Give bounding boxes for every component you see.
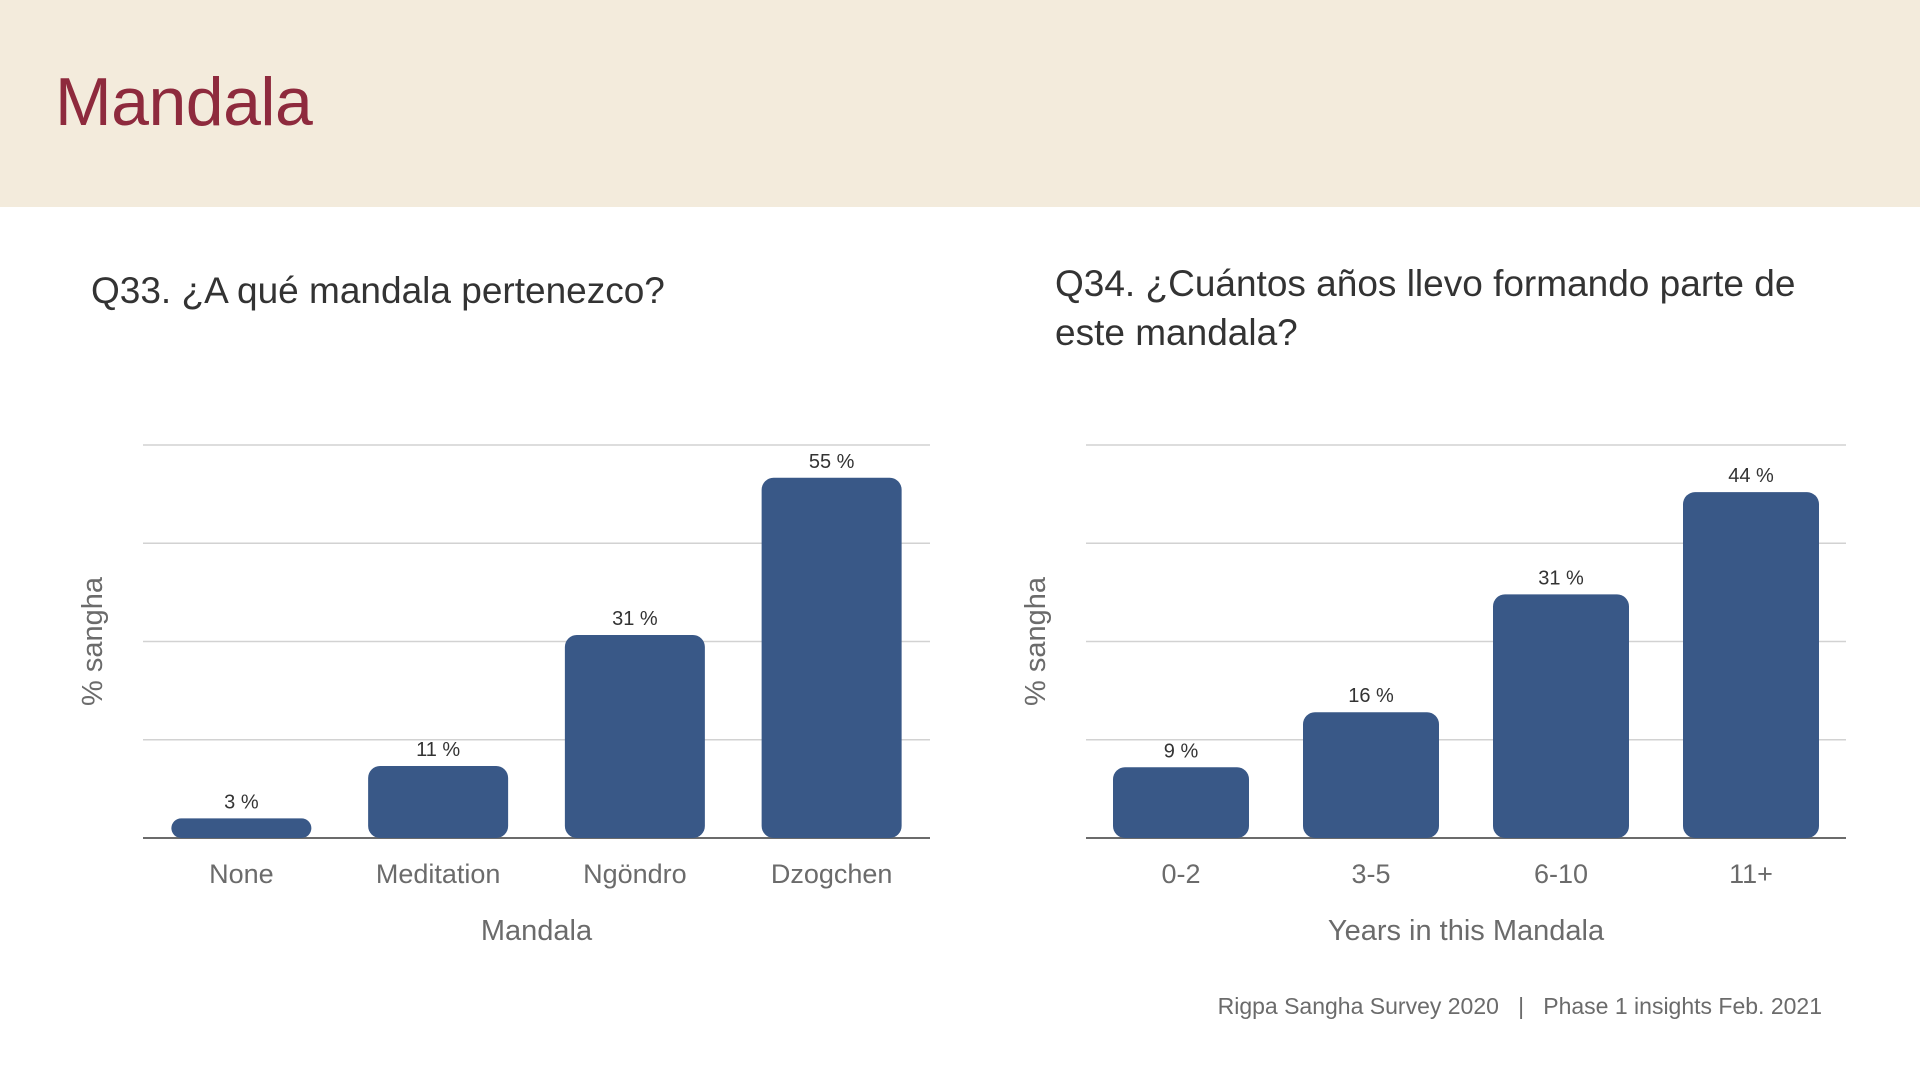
header-banner: Mandala — [0, 0, 1920, 207]
x-tick-label: None — [209, 859, 274, 889]
x-tick-label: Dzogchen — [771, 859, 893, 889]
data-label: 16 % — [1348, 685, 1394, 707]
data-label: 55 % — [809, 451, 855, 473]
page-title: Mandala — [55, 64, 313, 140]
chart-q34: 9 % 0-2 16 % 3-5 31 % 6-10 44 % 11+ Years in thi… — [1020, 444, 1846, 947]
data-label: 11 % — [416, 739, 460, 761]
x-tick-label: Ngöndro — [583, 859, 687, 889]
chart-q33: 3 % None 11 % Meditation 31 % Ngöndro 55 % Dzog… — [77, 444, 930, 947]
x-axis-title: Years in this Mandala — [1328, 915, 1605, 947]
footer-phase: Phase 1 insights Feb. 2021 — [1543, 993, 1822, 1019]
x-axis-title: Mandala — [481, 915, 593, 947]
footer-survey: Rigpa Sangha Survey 2020 — [1217, 993, 1499, 1019]
bar-6-10 — [1493, 594, 1629, 838]
bar-3-5 — [1303, 712, 1439, 838]
data-label: 3 % — [224, 791, 259, 813]
question-q34: Q34. ¿Cuántos años llevo formando parte … — [1055, 263, 1796, 353]
bar-none — [171, 818, 312, 838]
data-label: 44 % — [1728, 465, 1774, 487]
x-tick-label: 11+ — [1729, 859, 1773, 889]
bar-dzogchen — [761, 477, 902, 838]
x-tick-label: 3-5 — [1351, 859, 1390, 889]
x-tick-label: 6-10 — [1534, 859, 1588, 889]
footer-separator: | — [1518, 993, 1525, 1019]
bar-0-2 — [1113, 767, 1249, 838]
data-label: 31 % — [1538, 567, 1584, 589]
x-tick-label: 0-2 — [1161, 859, 1200, 889]
bar-11- — [1683, 492, 1819, 838]
data-label: 31 % — [612, 608, 658, 630]
bar-meditation — [368, 765, 509, 838]
y-axis-title: % sangha — [77, 576, 109, 706]
y-axis-title: % sangha — [1020, 576, 1052, 706]
data-label: 9 % — [1164, 740, 1199, 762]
bar-ng-ndro — [564, 634, 705, 838]
x-tick-label: Meditation — [376, 859, 501, 889]
question-q33: Q33. ¿A qué mandala pertenezco? — [91, 270, 665, 311]
footer: Rigpa Sangha Survey 2020 | Phase 1 insig… — [1218, 993, 1822, 1020]
